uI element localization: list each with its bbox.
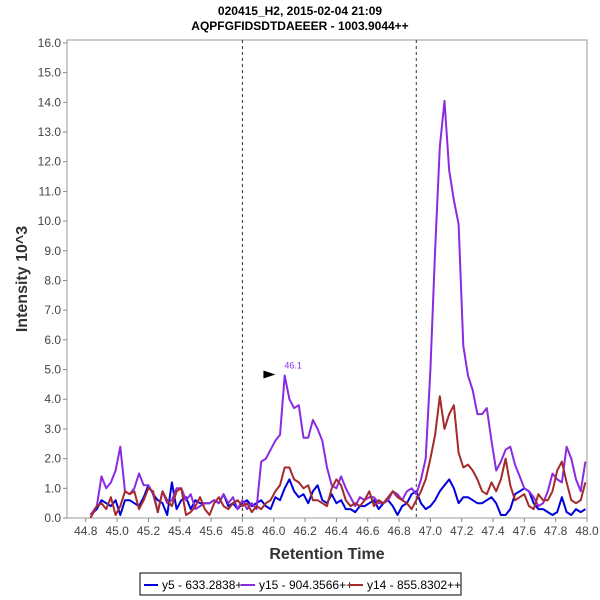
y-tick-label: 2.0 [44, 452, 61, 466]
x-axis: 44.8 45.0 45.2 45.4 45.6 45.8 46.0 46.2 46.4 46.6… [74, 518, 599, 538]
x-tick-label: 45.6 [199, 524, 223, 538]
x-tick-label: 46.0 [262, 524, 286, 538]
peak-arrow-icon [263, 370, 276, 379]
x-tick-label: 46.4 [325, 524, 349, 538]
y-tick-label: 15.0 [38, 66, 62, 80]
y-tick-label: 8.0 [44, 273, 61, 287]
series-group [89, 99, 587, 519]
y-tick-label: 14.0 [38, 95, 62, 109]
y-tick-label: 7.0 [44, 303, 61, 317]
x-tick-label: 47.4 [481, 524, 505, 538]
legend-box [139, 572, 462, 596]
x-tick-label: 46.6 [356, 524, 380, 538]
y-tick-label: 10.0 [38, 214, 62, 228]
x-tick-label: 47.8 [544, 524, 568, 538]
peak-annotation-label: 46.1 [284, 360, 302, 370]
chart-title: 020415_H2, 2015-02-04 21:09 [218, 4, 382, 18]
legend-label-1: y5 - 633.2838+ [162, 578, 242, 592]
y-tick-label: 1.0 [44, 481, 61, 495]
x-tick-label: 46.2 [293, 524, 317, 538]
legend: y5 - 633.2838+ y15 - 904.3566++ y14 - 855.… [139, 572, 462, 596]
series-line-3 [89, 395, 587, 519]
x-tick-label: 48.0 [575, 524, 599, 538]
y-tick-label: 6.0 [44, 333, 61, 347]
x-tick-label: 45.4 [168, 524, 192, 538]
chart-subtitle: AQPFGFIDSDTDAEEER - 1003.9044++ [191, 19, 408, 33]
y-tick-label: 4.0 [44, 392, 61, 406]
y-axis-label: Intensity 10^3 [14, 226, 31, 332]
peak-annotation: 46.1 [263, 360, 302, 379]
y-tick-label: 13.0 [38, 125, 62, 139]
y-tick-label: 11.0 [39, 184, 62, 198]
y-tick-label: 12.0 [38, 155, 62, 169]
y-tick-label: 5.0 [44, 363, 61, 377]
plot-area [66, 39, 588, 519]
x-tick-label: 45.2 [137, 524, 161, 538]
y-axis: 0.0 1.0 2.0 3.0 4.0 5.0 6.0 7.0 8.0 9.0 10.0 11.0 12… [38, 36, 67, 525]
x-tick-label: 45.0 [105, 524, 129, 538]
x-tick-label: 44.8 [74, 524, 98, 538]
x-tick-label: 47.0 [419, 524, 443, 538]
y-tick-label: 3.0 [44, 422, 61, 436]
x-tick-label: 45.8 [231, 524, 255, 538]
x-tick-label: 47.6 [513, 524, 537, 538]
legend-label-3: y14 - 855.8302++ [367, 578, 461, 592]
legend-label-2: y15 - 904.3566++ [259, 578, 353, 592]
y-tick-label: 9.0 [44, 244, 61, 258]
y-tick-label: 16.0 [38, 36, 62, 50]
vertical-markers [241, 40, 417, 518]
x-tick-label: 46.8 [387, 524, 411, 538]
x-axis-label: Retention Time [269, 546, 384, 563]
y-tick-label: 0.0 [44, 511, 61, 525]
x-tick-label: 47.2 [450, 524, 474, 538]
